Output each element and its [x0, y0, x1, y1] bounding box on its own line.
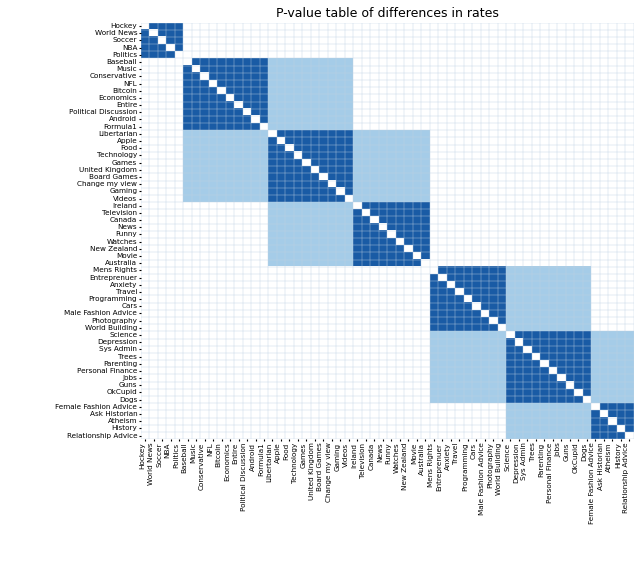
Title: P-value table of differences in rates: P-value table of differences in rates — [276, 7, 499, 20]
